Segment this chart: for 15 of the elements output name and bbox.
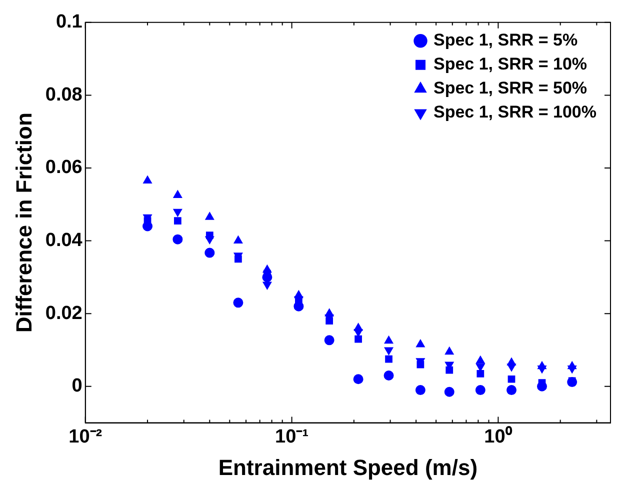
y-tick-label: 0.04: [45, 230, 83, 252]
x-tick-label: 10⁰: [484, 425, 512, 448]
y-tick-label: 0.02: [45, 302, 82, 324]
legend-label: Spec 1, SRR = 10%: [434, 54, 588, 74]
y-tick-label: 0.06: [45, 157, 82, 178]
legend-label: Spec 1, SRR = 100%: [434, 102, 597, 122]
y-tick-label: 0.08: [45, 84, 82, 106]
y-axis-title: Difference in Friction: [11, 112, 36, 333]
legend-label: Spec 1, SRR = 50%: [434, 78, 588, 98]
x-tick-label: 10⁻²: [68, 426, 102, 448]
y-tick-label: 0: [72, 376, 82, 397]
x-tick-label: 10⁻¹: [275, 426, 309, 448]
y-tick-label: 0.1: [56, 12, 83, 33]
x-axis-title: Entrainment Speed (m/s): [218, 454, 478, 480]
legend-label: Spec 1, SRR = 5%: [434, 30, 578, 50]
